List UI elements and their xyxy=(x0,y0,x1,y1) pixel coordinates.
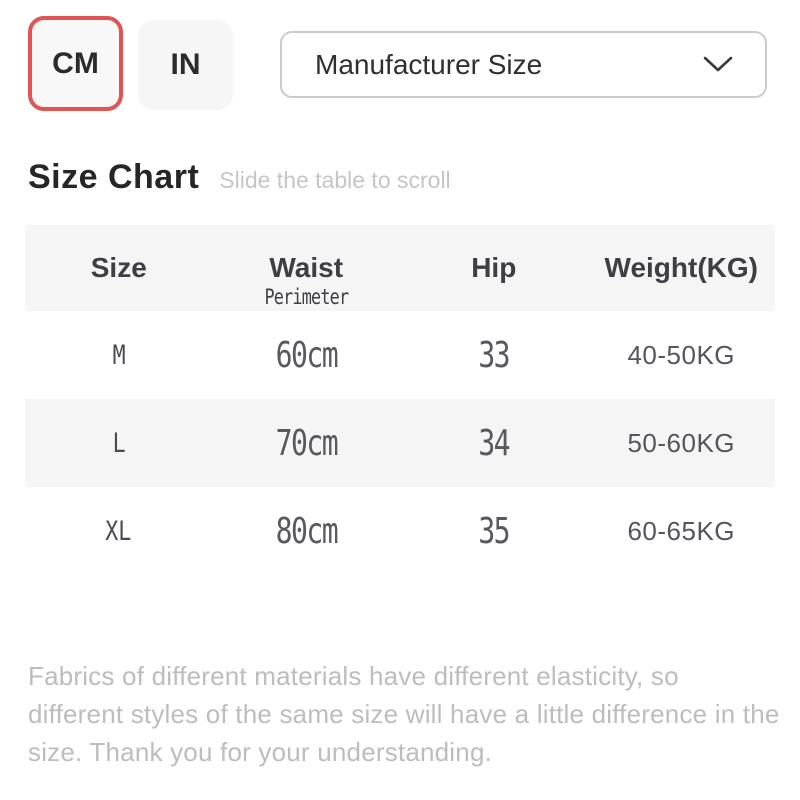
size-table[interactable]: Size Waist Perimeter Hip Weight(KG) M 60… xyxy=(25,225,775,575)
waist-value: 70cm xyxy=(275,422,339,464)
manufacturer-size-dropdown[interactable]: Manufacturer Size xyxy=(280,31,767,98)
header-size: Size xyxy=(90,252,147,283)
size-value: L xyxy=(112,427,126,459)
size-value: M xyxy=(112,339,126,371)
waist-value: 80cm xyxy=(275,510,339,552)
hip-value: 33 xyxy=(478,334,510,376)
scroll-hint-text: Slide the table to scroll xyxy=(219,167,451,193)
unit-in-button[interactable]: IN xyxy=(138,20,233,110)
size-value: XL xyxy=(105,515,132,547)
header-hip: Hip xyxy=(471,252,517,283)
weight-value: 60-65KG xyxy=(627,515,736,546)
table-row: M 60cm 33 40-50KG xyxy=(25,311,775,399)
hip-value: 35 xyxy=(478,510,510,552)
weight-value: 40-50KG xyxy=(627,339,736,370)
header-waist: Waist Perimeter xyxy=(264,252,349,309)
table-row: L 70cm 34 50-60KG xyxy=(25,399,775,487)
header-weight: Weight(KG) xyxy=(604,252,758,283)
unit-cm-button[interactable]: CM xyxy=(28,16,123,111)
dropdown-selected-value: Manufacturer Size xyxy=(315,48,543,80)
waist-value: 60cm xyxy=(275,334,339,376)
hip-value: 34 xyxy=(478,422,510,464)
chevron-down-icon xyxy=(703,56,733,73)
elasticity-disclaimer: Fabrics of different materials have diff… xyxy=(28,661,780,767)
page-title: Size Chart xyxy=(28,158,200,196)
section-heading: Size Chart Slide the table to scroll xyxy=(28,158,451,197)
table-header-row: Size Waist Perimeter Hip Weight(KG) xyxy=(25,225,775,311)
weight-value: 50-60KG xyxy=(627,427,736,458)
table-row: XL 80cm 35 60-65KG xyxy=(25,487,775,575)
